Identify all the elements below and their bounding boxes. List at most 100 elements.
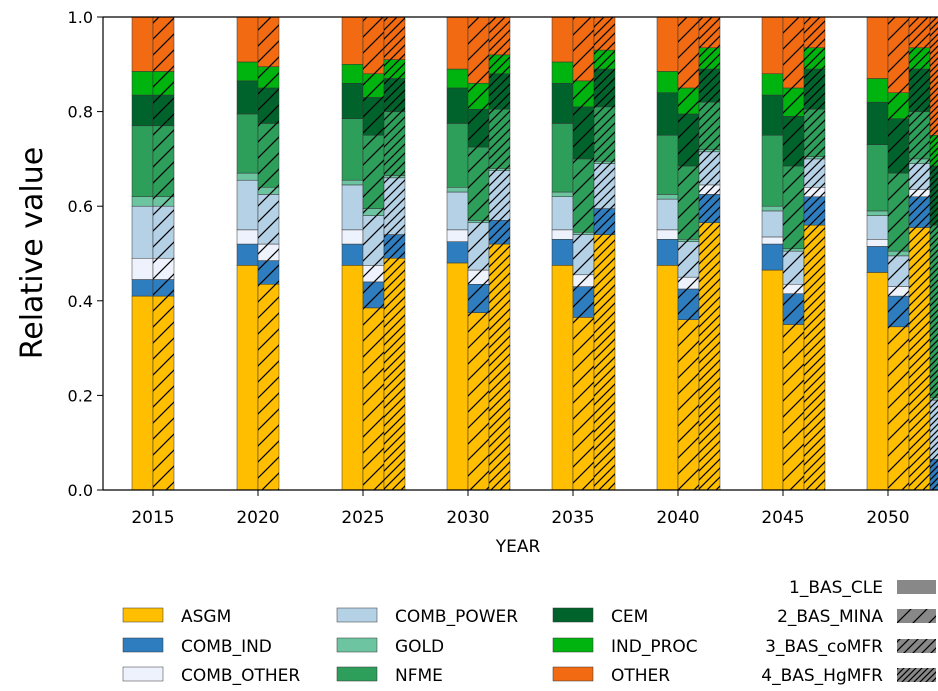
- bar-segment-comb-ind: [551, 239, 574, 266]
- legend-scenario-label: 1_BAS_CLE: [789, 578, 883, 598]
- bar-hatch: [804, 69, 825, 110]
- bar-hatch: [489, 54, 510, 74]
- bar-hatch: [804, 156, 825, 159]
- bar-segment-asgm: [446, 262, 469, 491]
- bar-segment-comb-ind: [761, 243, 784, 271]
- x-tick-label: 2030: [446, 508, 489, 528]
- bar-hatch: [930, 165, 938, 226]
- bar-hatch: [804, 109, 825, 157]
- bar-segment-comb-other: [341, 229, 364, 245]
- x-tick-label: 2045: [761, 508, 804, 528]
- bar-2045-3_BAS_coMFR: [803, 16, 826, 491]
- bar-hatch: [363, 281, 384, 308]
- bar-hatch: [258, 66, 279, 88]
- bar-hatch: [363, 307, 384, 490]
- legend-swatch: [122, 637, 164, 653]
- legend-swatch: [552, 637, 594, 653]
- y-tick-label: 0.2: [68, 386, 93, 405]
- bar-segment-nfme: [236, 113, 259, 174]
- bar-hatch: [594, 50, 615, 70]
- bar-segment-ind-proc: [656, 71, 679, 93]
- bar-hatch: [594, 69, 615, 107]
- bar-hatch: [573, 317, 594, 490]
- legend-scenario-2: 2_BAS_MINA: [777, 607, 936, 627]
- bar-hatch: [384, 175, 405, 178]
- bar-hatch: [153, 125, 174, 197]
- bar-hatch: [783, 248, 804, 252]
- bar-segment-gold: [446, 187, 469, 193]
- bar-hatch: [363, 97, 384, 136]
- bar-hatch: [153, 206, 174, 259]
- bar-hatch: [258, 244, 279, 261]
- bar-hatch: [489, 170, 510, 221]
- bar-hatch: [783, 165, 804, 249]
- y-tick-label: 1.0: [68, 8, 93, 27]
- bar-segment-gold: [761, 205, 784, 212]
- bar-hatch: [153, 296, 174, 490]
- bar-hatch: [678, 17, 699, 88]
- bar-hatch: [699, 17, 720, 48]
- bar-hatch: [888, 296, 909, 327]
- bar-hatch: [888, 255, 909, 287]
- legend-scenario-hatch: [897, 609, 936, 623]
- bar-hatch: [888, 173, 909, 252]
- bar-hatch: [363, 215, 384, 266]
- bar-hatch: [573, 17, 594, 81]
- bar-segment-comb-ind: [341, 243, 364, 266]
- bar-segment-comb-power: [551, 196, 574, 231]
- bar-2020-2_BAS_MINA: [257, 16, 280, 491]
- bar-hatch: [258, 187, 279, 195]
- bar-hatch: [363, 208, 384, 216]
- bar-hatch: [678, 87, 699, 114]
- bar-segment-comb-ind: [446, 241, 469, 264]
- bar-segment-comb-power: [236, 179, 259, 231]
- bar-hatch: [699, 102, 720, 150]
- bar-2050-3_BAS_coMFR: [908, 16, 931, 491]
- legend-swatch: [336, 637, 378, 653]
- bar-segment-nfme: [866, 144, 889, 212]
- legend-swatch: [336, 666, 378, 682]
- legend-label: IND_PROC: [611, 637, 698, 657]
- bar-segment-ind-proc: [341, 64, 364, 84]
- bar-hatch: [804, 47, 825, 70]
- bar-hatch: [594, 161, 615, 164]
- bar-segment-other: [866, 16, 889, 79]
- bar-hatch: [699, 151, 720, 185]
- bar-hatch: [783, 17, 804, 88]
- legend-item-other: OTHER: [552, 666, 670, 686]
- bar-hatch: [699, 69, 720, 103]
- x-axis-label: YEAR: [495, 537, 541, 557]
- bar-hatch: [468, 220, 489, 223]
- bar-hatch: [804, 196, 825, 226]
- bar-hatch: [258, 87, 279, 124]
- bar-segment-asgm: [341, 265, 364, 491]
- bar-segment-cem: [656, 92, 679, 136]
- bar-segment-comb-other: [131, 257, 154, 280]
- bar-segment-comb-ind: [866, 246, 889, 273]
- bar-2040-1_BAS_CLE: [656, 16, 679, 491]
- bar-hatch: [678, 241, 699, 278]
- bar-hatch: [909, 163, 930, 190]
- bar-hatch: [153, 17, 174, 72]
- bar-segment-cem: [341, 82, 364, 119]
- bar-2025-2_BAS_MINA: [362, 16, 385, 491]
- bar-hatch: [699, 47, 720, 70]
- legend-scenario-label: 3_BAS_coMFR: [765, 637, 883, 657]
- bar-hatch: [930, 397, 938, 401]
- bar-segment-comb-ind: [131, 279, 154, 297]
- bar-2040-2_BAS_MINA: [677, 16, 700, 491]
- legend-swatch: [336, 607, 378, 623]
- x-tick-label: 2020: [236, 508, 279, 528]
- bar-hatch: [909, 189, 930, 197]
- bar-hatch: [468, 284, 489, 313]
- legend-scenario-hatch: [897, 639, 936, 653]
- bar-hatch: [363, 17, 384, 74]
- bar-hatch: [594, 163, 615, 209]
- bar-2045-2_BAS_MINA: [782, 16, 805, 491]
- bar-hatch: [909, 196, 930, 228]
- bars-layer: [131, 16, 938, 491]
- bar-segment-comb-power: [446, 191, 469, 231]
- legend-scenario-label: 4_BAS_HgMFR: [761, 666, 883, 686]
- bar-2015-1_BAS_CLE: [131, 16, 154, 491]
- bar-hatch: [468, 222, 489, 271]
